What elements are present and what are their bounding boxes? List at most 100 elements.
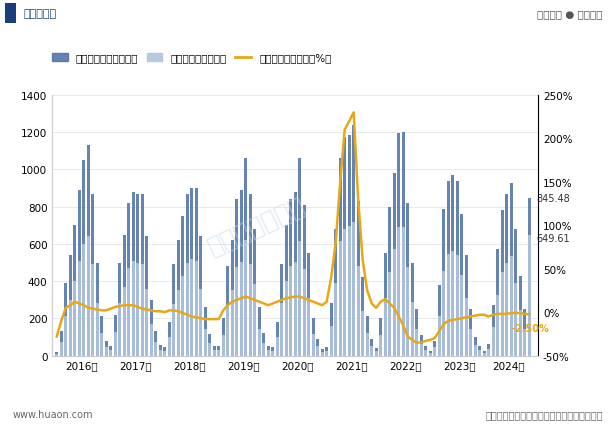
Bar (411, 302, 414, 356)
Bar (235, 268, 239, 356)
Bar (501, 272, 504, 356)
Bar (235, 200, 239, 356)
Bar (478, 346, 482, 356)
Bar (361, 311, 364, 356)
Bar (73, 282, 76, 356)
Bar (194, 189, 198, 356)
Bar (145, 289, 148, 356)
Bar (379, 319, 383, 356)
Bar (280, 265, 284, 356)
Bar (501, 211, 504, 356)
Bar (293, 193, 297, 356)
Bar (248, 265, 252, 356)
Bar (132, 261, 135, 356)
Bar (208, 344, 212, 356)
Bar (325, 351, 328, 356)
Bar (69, 256, 72, 356)
Bar (271, 347, 274, 356)
Bar (433, 341, 436, 356)
Bar (244, 241, 247, 356)
Text: -2.50%: -2.50% (511, 323, 549, 334)
Bar (159, 345, 162, 356)
Bar (262, 334, 265, 356)
Bar (384, 298, 387, 356)
Bar (87, 146, 90, 356)
Bar (276, 337, 279, 356)
Bar (474, 345, 477, 356)
Text: 845.48: 845.48 (536, 194, 569, 204)
Bar (437, 316, 441, 356)
Bar (186, 264, 189, 356)
Bar (199, 237, 202, 356)
Bar (505, 194, 508, 356)
Bar (316, 346, 319, 356)
Bar (141, 194, 144, 356)
Bar (221, 335, 225, 356)
Bar (163, 351, 167, 356)
Bar (307, 298, 311, 356)
Bar (55, 354, 58, 356)
Bar (64, 283, 68, 356)
Bar (77, 261, 81, 356)
Bar (429, 354, 432, 356)
Bar (392, 250, 396, 356)
Bar (334, 230, 337, 356)
Bar (518, 310, 522, 356)
Bar (415, 309, 418, 356)
Bar (266, 346, 270, 356)
Bar (402, 227, 405, 356)
Bar (384, 253, 387, 356)
Bar (127, 204, 130, 356)
Bar (82, 245, 85, 356)
Bar (168, 337, 171, 356)
Bar (105, 341, 108, 356)
Bar (163, 347, 167, 356)
Bar (285, 282, 288, 356)
Bar (105, 347, 108, 356)
Bar (424, 346, 427, 356)
Bar (258, 329, 261, 356)
Bar (73, 226, 76, 356)
Bar (266, 351, 270, 356)
Bar (122, 235, 126, 356)
Bar (55, 352, 58, 356)
Bar (91, 194, 94, 356)
Bar (528, 199, 531, 356)
Bar (181, 216, 184, 356)
Bar (397, 134, 400, 356)
Bar (446, 255, 450, 356)
Bar (172, 305, 175, 356)
Bar (352, 222, 355, 356)
Bar (149, 324, 153, 356)
Bar (60, 331, 63, 356)
Bar (118, 263, 121, 356)
Bar (177, 241, 180, 356)
Bar (114, 333, 117, 356)
Bar (469, 309, 472, 356)
Bar (64, 316, 68, 356)
Bar (204, 308, 207, 356)
Bar (190, 259, 193, 356)
Bar (370, 346, 373, 356)
Bar (365, 334, 369, 356)
Bar (145, 237, 148, 356)
Bar (312, 334, 315, 356)
Bar (316, 339, 319, 356)
Bar (168, 322, 171, 356)
Bar (213, 346, 216, 356)
Bar (460, 275, 463, 356)
Bar (429, 351, 432, 356)
Bar (127, 268, 130, 356)
Bar (199, 289, 202, 356)
Bar (339, 159, 342, 356)
Bar (289, 200, 292, 356)
Bar (397, 227, 400, 356)
Bar (77, 190, 81, 356)
Bar (253, 230, 256, 356)
Bar (339, 242, 342, 356)
Bar (361, 278, 364, 356)
Bar (523, 329, 526, 356)
Bar (303, 269, 306, 356)
Bar (109, 346, 113, 356)
Text: 专业严谨 ● 客观科学: 专业严谨 ● 客观科学 (537, 9, 603, 19)
